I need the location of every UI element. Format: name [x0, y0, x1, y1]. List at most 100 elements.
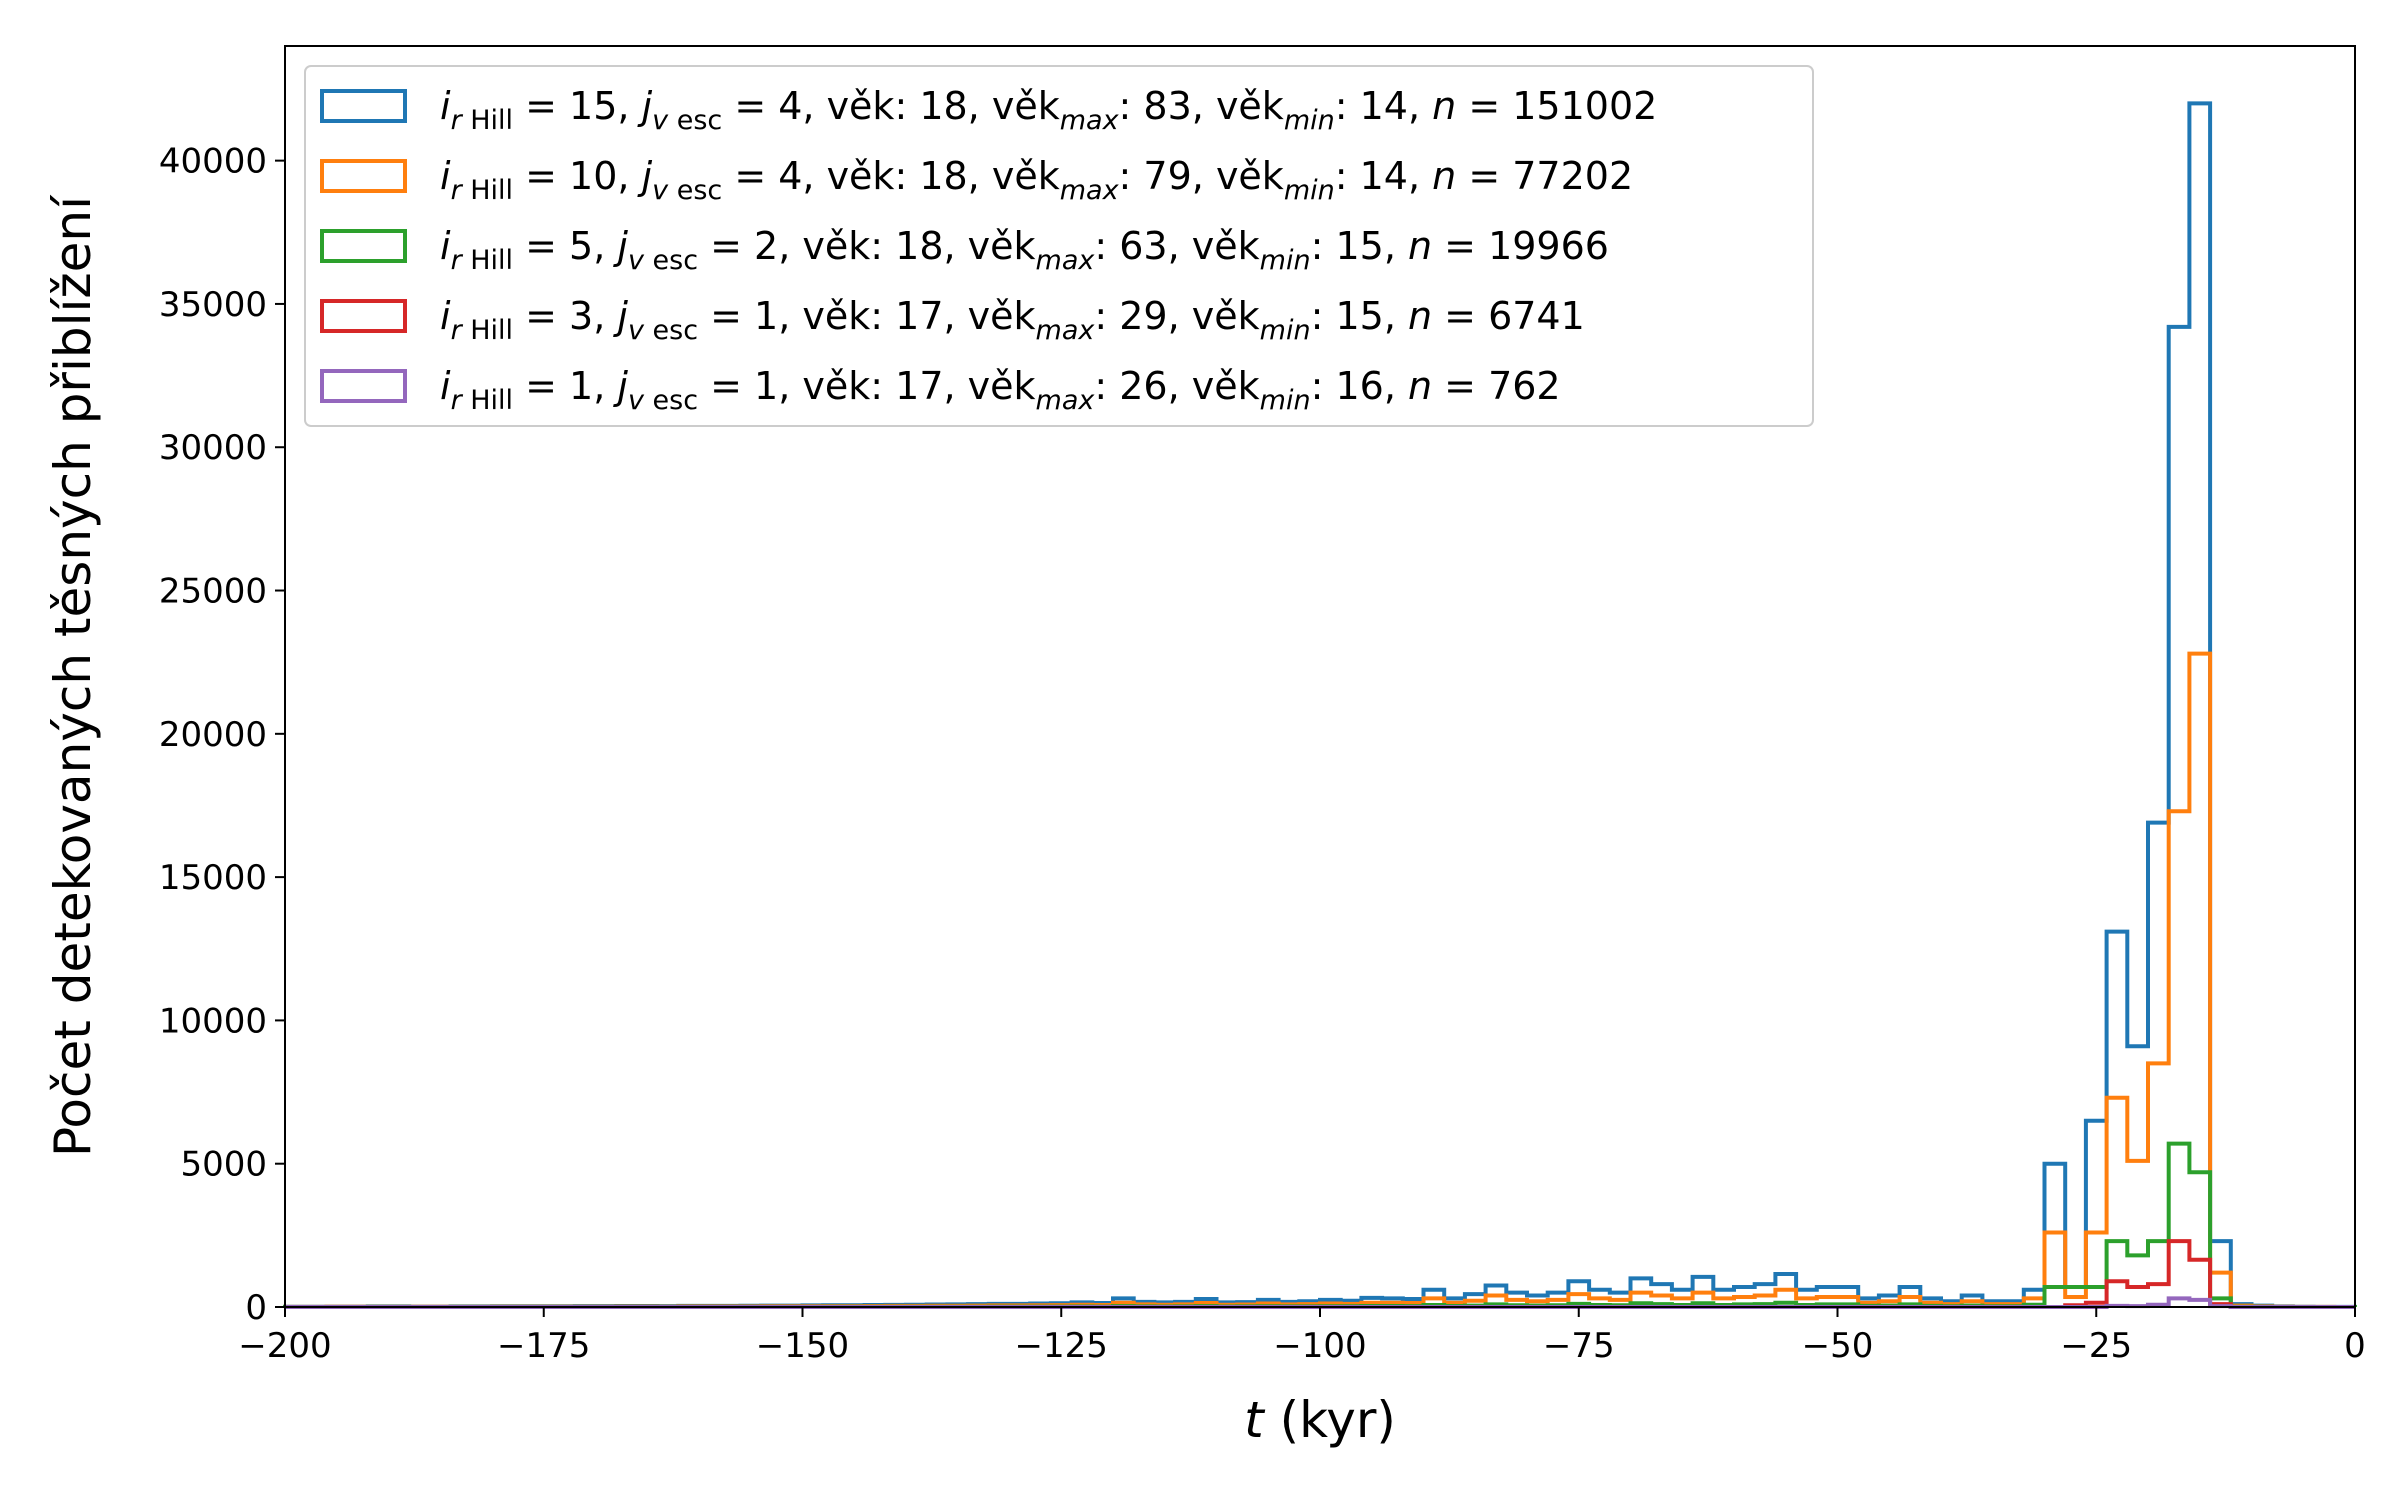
legend-text-part: esc	[644, 245, 698, 276]
legend-text-part: = 15,	[513, 84, 642, 128]
legend-text-part: max	[1036, 245, 1096, 276]
x-tick-label: −200	[238, 1326, 331, 1366]
legend-text-part: = 1, věk: 17, věk	[698, 294, 1035, 338]
legend-text-part: : 29, věk	[1094, 294, 1259, 338]
legend-entry-2: ir Hill = 10, jv esc = 4, věk: 18, věkma…	[320, 154, 1633, 206]
legend: ir Hill = 15, jv esc = 4, věk: 18, věkma…	[304, 65, 1814, 427]
legend-text-part: = 5,	[513, 224, 617, 268]
x-tick-label: −100	[1273, 1326, 1366, 1366]
legend-text-part: n	[1408, 364, 1432, 408]
x-tick-label: −25	[2060, 1326, 2132, 1366]
legend-text-part: esc	[668, 105, 722, 136]
legend-text-part: : 79, věk	[1119, 154, 1284, 198]
legend-entry-1: ir Hill = 15, jv esc = 4, věk: 18, věkma…	[320, 84, 1657, 136]
legend-text-part: = 4, věk: 18, věk	[722, 154, 1059, 198]
y-tick-label: 0	[245, 1288, 267, 1328]
legend-text-part: Hill	[462, 175, 513, 206]
legend-text-part: Hill	[462, 245, 513, 276]
legend-text-part: esc	[644, 315, 698, 346]
y-tick-label: 40000	[159, 142, 267, 182]
legend-text-part: v	[652, 175, 669, 206]
legend-text-part: Hill	[462, 105, 513, 136]
legend-text-part: : 26, věk	[1094, 364, 1259, 408]
x-axis: −200 −175 −150 −125 −100 −75 −50 −25 0	[238, 1307, 2366, 1366]
legend-text-part: : 15,	[1311, 224, 1408, 268]
y-axis: 0 5000 10000 15000 20000 25000 30000 35000 40000	[159, 142, 285, 1328]
legend-text-part: n	[1408, 224, 1432, 268]
legend-text-part: v	[628, 385, 645, 416]
legend-text-part: r	[451, 105, 464, 136]
legend-text-part: = 3,	[513, 294, 617, 338]
legend-text-part: n	[1408, 294, 1432, 338]
legend-text-part: min	[1284, 105, 1335, 136]
legend-text-part: : 14,	[1335, 84, 1432, 128]
legend-swatch	[320, 229, 407, 263]
legend-text-part: = 762	[1432, 364, 1561, 408]
legend-text-part: min	[1260, 385, 1311, 416]
y-tick-label: 5000	[180, 1145, 267, 1185]
y-axis-label: Počet detekovaných těsných přiblížení	[44, 194, 102, 1157]
x-tick-label: −150	[756, 1326, 849, 1366]
legend-text-part: min	[1260, 315, 1311, 346]
x-tick-label: −50	[1802, 1326, 1874, 1366]
legend-text-part: max	[1036, 385, 1096, 416]
legend-text-part: = 1, věk: 17, věk	[698, 364, 1035, 408]
y-tick-label: 10000	[159, 1001, 267, 1041]
legend-swatch	[320, 159, 407, 193]
legend-text-part: i	[440, 154, 451, 198]
legend-label: ir Hill = 15, jv esc = 4, věk: 18, věkma…	[440, 84, 1657, 136]
y-tick-label: 20000	[159, 715, 267, 755]
legend-text-part: = 77202	[1456, 154, 1633, 198]
legend-text-part: v	[628, 245, 645, 276]
x-axis-unit: (kyr)	[1264, 1391, 1396, 1449]
legend-text-part: max	[1060, 105, 1120, 136]
legend-text-part: r	[451, 385, 464, 416]
legend-text-part: v	[652, 105, 669, 136]
legend-text-part: max	[1060, 175, 1120, 206]
legend-text-part: i	[440, 364, 451, 408]
legend-entry-5: ir Hill = 1, jv esc = 1, věk: 17, věkmax…	[320, 364, 1561, 416]
legend-text-part: = 1,	[513, 364, 617, 408]
x-tick-label: 0	[2344, 1326, 2366, 1366]
legend-entry-3: ir Hill = 5, jv esc = 2, věk: 18, věkmax…	[320, 224, 1609, 276]
legend-text-part: min	[1284, 175, 1335, 206]
legend-text-part: = 10,	[513, 154, 642, 198]
legend-text-part: esc	[644, 385, 698, 416]
legend-box	[304, 65, 1814, 427]
legend-text-part: r	[451, 315, 464, 346]
legend-text-part: : 83, věk	[1119, 84, 1284, 128]
legend-text-part: = 4, věk: 18, věk	[722, 84, 1059, 128]
y-tick-label: 30000	[159, 428, 267, 468]
x-tick-label: −175	[497, 1326, 590, 1366]
y-tick-label: 25000	[159, 572, 267, 612]
legend-text-part: n	[1432, 84, 1456, 128]
y-tick-label: 15000	[159, 858, 267, 898]
legend-text-part: max	[1036, 315, 1096, 346]
legend-text-part: : 63, věk	[1094, 224, 1259, 268]
legend-swatch	[320, 299, 407, 333]
legend-text-part: : 14,	[1335, 154, 1432, 198]
legend-text-part: min	[1260, 245, 1311, 276]
legend-text-part: r	[451, 175, 464, 206]
legend-text-part: Hill	[462, 315, 513, 346]
legend-text-part: = 19966	[1432, 224, 1609, 268]
x-axis-variable: t	[1244, 1391, 1266, 1449]
legend-label: ir Hill = 10, jv esc = 4, věk: 18, věkma…	[440, 154, 1633, 206]
legend-label: ir Hill = 5, jv esc = 2, věk: 18, věkmax…	[440, 224, 1609, 276]
legend-label: ir Hill = 3, jv esc = 1, věk: 17, věkmax…	[440, 294, 1585, 346]
legend-text-part: : 16,	[1311, 364, 1408, 408]
legend-swatch	[320, 89, 407, 123]
legend-text-part: n	[1432, 154, 1456, 198]
legend-swatch	[320, 369, 407, 403]
legend-text-part: : 15,	[1311, 294, 1408, 338]
legend-text-part: = 6741	[1432, 294, 1585, 338]
legend-text-part: = 2, věk: 18, věk	[698, 224, 1035, 268]
x-tick-label: −75	[1543, 1326, 1615, 1366]
x-tick-label: −125	[1015, 1326, 1108, 1366]
legend-text-part: i	[440, 224, 451, 268]
x-axis-label: t (kyr)	[1244, 1391, 1396, 1449]
legend-label: ir Hill = 1, jv esc = 1, věk: 17, věkmax…	[440, 364, 1561, 416]
legend-text-part: i	[440, 294, 451, 338]
